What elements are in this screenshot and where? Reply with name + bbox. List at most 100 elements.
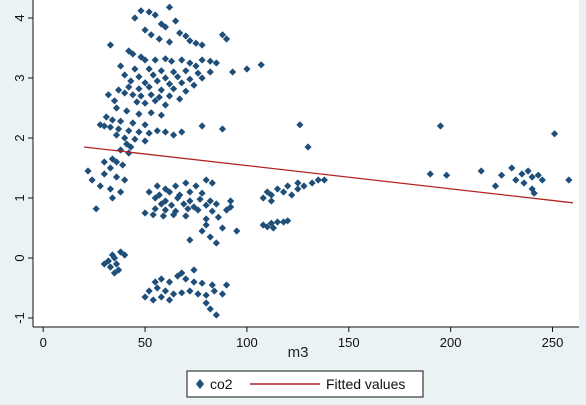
co2-point (442, 171, 451, 179)
co2-point (106, 185, 115, 193)
y-axis: -1 0 1 2 3 4 (12, 0, 34, 327)
co2-point (508, 164, 516, 172)
co2-point (102, 113, 110, 121)
co2-point (155, 35, 163, 43)
co2-point (151, 11, 159, 19)
x-axis-label: m3 (288, 344, 309, 361)
co2-point (182, 212, 190, 220)
co2-point (145, 83, 153, 91)
co2-point (157, 293, 165, 301)
co2-point (528, 173, 536, 181)
co2-point (125, 83, 133, 91)
co2-points (84, 3, 573, 319)
co2-point (214, 213, 222, 221)
co2-point (294, 185, 302, 193)
co2-point (151, 194, 159, 202)
co2-point (157, 111, 165, 119)
co2-point (169, 85, 178, 93)
co2-point (100, 122, 108, 130)
x-tick-label: 150 (338, 335, 360, 350)
co2-point (137, 7, 145, 15)
co2-point (100, 170, 108, 178)
co2-point (267, 191, 275, 199)
co2-point (190, 266, 198, 274)
co2-point (125, 127, 133, 135)
co2-point (112, 104, 121, 112)
co2-point (165, 38, 174, 46)
co2-point (530, 189, 538, 197)
co2-point (294, 179, 302, 187)
co2-point (149, 296, 157, 304)
co2-point (106, 164, 115, 172)
x-tick-label: 200 (440, 335, 462, 350)
co2-point (141, 79, 149, 87)
co2-point (212, 239, 220, 247)
co2-point (157, 200, 165, 208)
co2-point (114, 125, 123, 133)
co2-point (273, 185, 282, 193)
co2-point (534, 171, 542, 179)
co2-point (222, 35, 231, 43)
co2-point (161, 74, 170, 82)
co2-point (206, 197, 214, 205)
co2-point (518, 170, 526, 178)
co2-point (161, 55, 170, 63)
co2-point (194, 69, 202, 77)
co2-point (218, 31, 227, 39)
co2-point (243, 65, 251, 73)
co2-point (176, 95, 184, 103)
co2-point (198, 56, 206, 64)
co2-point (135, 73, 143, 81)
co2-point (117, 188, 125, 196)
co2-point (121, 89, 129, 97)
co2-point (222, 281, 231, 289)
co2-point (206, 68, 214, 76)
co2-point (206, 233, 214, 241)
co2-point (117, 248, 125, 256)
co2-point (269, 224, 278, 232)
co2-point (259, 194, 267, 202)
co2-point (151, 97, 159, 105)
co2-point (198, 189, 206, 197)
co2-point (114, 86, 123, 94)
co2-point (161, 287, 170, 295)
co2-point (257, 61, 265, 69)
co2-point (300, 182, 308, 190)
co2-point (151, 205, 159, 213)
co2-point (491, 182, 500, 190)
co2-point (165, 188, 174, 196)
co2-point (141, 26, 149, 34)
co2-point (131, 14, 139, 22)
co2-point (178, 269, 186, 277)
co2-point (198, 279, 206, 287)
co2-point (112, 260, 121, 268)
co2-point (194, 206, 202, 214)
co2-point (108, 116, 117, 124)
co2-point (178, 79, 186, 87)
co2-point (121, 251, 129, 259)
co2-point (497, 171, 506, 179)
y-tick-label: 1 (12, 194, 27, 201)
co2-point (208, 281, 216, 289)
y-tick-label: -1 (12, 312, 27, 324)
co2-point (218, 290, 227, 298)
co2-point (100, 260, 108, 268)
co2-point (100, 158, 108, 166)
co2-point (153, 77, 161, 85)
co2-point (157, 86, 165, 94)
x-tick-label: 50 (138, 335, 152, 350)
co2-point (182, 179, 190, 187)
co2-point (233, 227, 241, 235)
co2-point (182, 275, 190, 283)
y-tick-label: 3 (12, 74, 27, 81)
co2-point (106, 263, 115, 271)
co2-point (550, 130, 559, 138)
co2-point (192, 39, 200, 47)
co2-point (288, 191, 296, 199)
co2-point (180, 200, 188, 208)
co2-point (165, 296, 174, 304)
co2-point (141, 137, 149, 145)
co2-point (135, 85, 143, 93)
co2-point (279, 188, 288, 196)
co2-point (151, 56, 159, 64)
